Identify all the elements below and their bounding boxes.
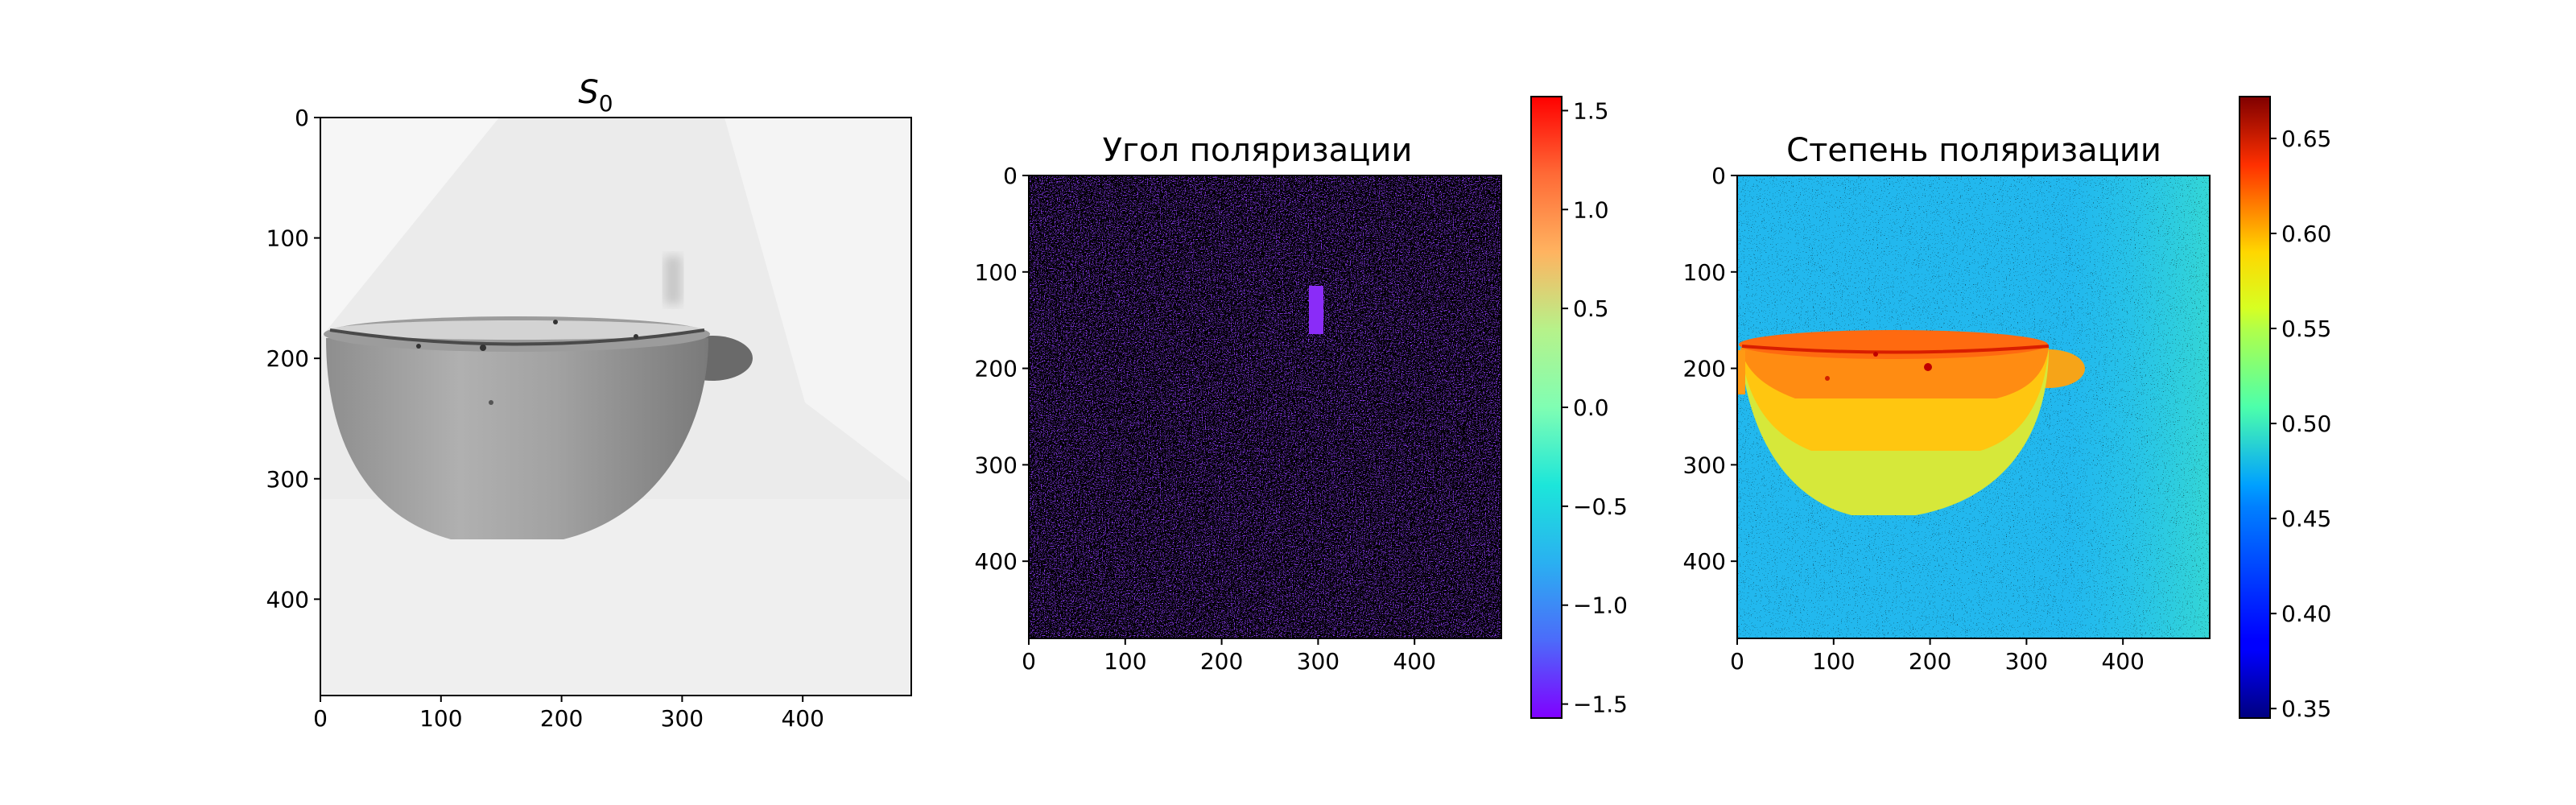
s0-ytick-label: 100 [266,225,309,252]
s0-axes: 0 100 200 300 400 0 100 200 300 400 [266,105,824,732]
s0-ytick-label: 400 [266,586,309,613]
angle-ytick-label: 200 [975,356,1018,382]
angle-cbar-tick-label: −0.5 [1573,493,1628,520]
angle-xtick-label: 100 [1104,648,1146,675]
angle-ytick-label: 0 [1003,163,1018,189]
angle-colorbar: 1.5 1.0 0.5 0.0 −0.5 −1.0 −1.5 [1530,96,1628,719]
degree-ytick-label: 200 [1683,356,1726,382]
angle-title: Угол поляризации [1103,132,1413,169]
degree-xtick-label: 400 [2101,648,2144,675]
s0-image [320,118,911,696]
s0-ytick-label: 200 [266,345,309,372]
degree-colorbar: 0.65 0.60 0.55 0.50 0.45 0.40 0.35 [2239,96,2331,722]
degree-cbar-tick-label: 0.55 [2281,316,2331,342]
angle-ytick-label: 400 [975,548,1018,575]
angle-ytick-label: 300 [975,452,1018,478]
degree-axes: 0 100 200 300 400 0 100 200 300 400 [1683,163,2145,675]
s0-xtick-label: 0 [313,705,328,732]
degree-cbar-tick-label: 0.60 [2281,221,2331,247]
degree-panel: Степень поляризации 0 100 200 300 400 0 100 200… [1683,132,2211,675]
s0-xtick-label: 300 [661,705,704,732]
angle-ytick-label: 100 [975,259,1018,286]
angle-xtick-label: 200 [1200,648,1243,675]
angle-image [1029,175,1501,638]
angle-xtick-label: 400 [1393,648,1435,675]
degree-title: Степень поляризации [1786,132,2161,169]
degree-xtick-label: 200 [1909,648,1951,675]
angle-cbar-tick-label: −1.5 [1573,691,1628,718]
angle-cbar-tick-label: 1.5 [1573,97,1609,124]
degree-cbar-tick-label: 0.35 [2281,696,2331,722]
angle-cbar-tick-label: −1.0 [1573,592,1628,619]
angle-panel: Угол поляризации 0 100 200 300 400 0 100 200 300… [975,132,1502,675]
angle-cbar-tick-label: 1.0 [1573,196,1609,223]
degree-cbar-tick-label: 0.65 [2281,126,2331,152]
degree-xtick-label: 100 [1812,648,1855,675]
degree-ytick-label: 300 [1683,452,1726,478]
s0-xtick-label: 100 [419,705,462,732]
degree-cbar-tick-label: 0.45 [2281,506,2331,532]
angle-cbar-tick-label: 0.0 [1573,394,1609,421]
angle-axes: 0 100 200 300 400 0 100 200 300 400 [975,163,1436,675]
degree-ytick-label: 400 [1683,548,1726,575]
angle-cbar-tick-label: 0.5 [1573,295,1609,322]
degree-xtick-label: 0 [1730,648,1744,675]
angle-xtick-label: 300 [1297,648,1340,675]
degree-cbar-tick-label: 0.50 [2281,411,2331,437]
degree-ytick-label: 100 [1683,259,1726,286]
angle-xtick-label: 0 [1022,648,1036,675]
degree-ytick-label: 0 [1711,163,1726,189]
s0-ytick-label: 0 [295,105,309,131]
degree-image [1737,175,2210,638]
s0-xtick-label: 400 [781,705,824,732]
s0-ytick-label: 300 [266,466,309,493]
degree-cbar-tick-label: 0.40 [2281,601,2331,627]
s0-title: S0 [578,74,613,117]
degree-xtick-label: 300 [2005,648,2048,675]
s0-xtick-label: 200 [540,705,583,732]
s0-panel: S0 0 100 200 300 400 0 100 200 300 400 [266,74,912,732]
